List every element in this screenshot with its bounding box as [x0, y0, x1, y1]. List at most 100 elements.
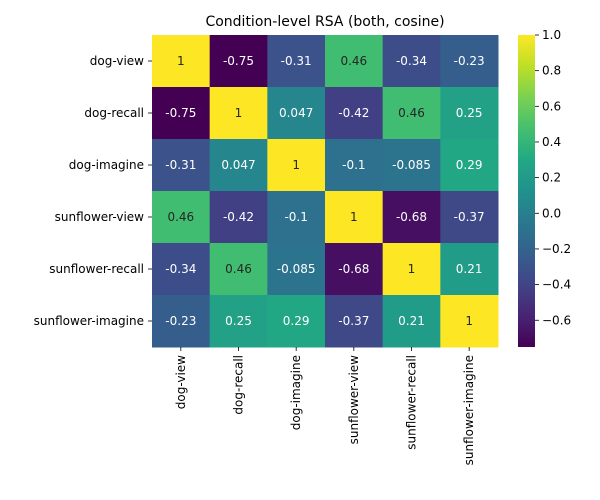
cell-value-label: -0.085 [277, 262, 316, 276]
heatmap-cell [267, 243, 326, 296]
chart-title: Condition-level RSA (both, cosine) [205, 14, 444, 30]
heatmap-cell [325, 35, 384, 88]
cell-value-label: 1 [408, 262, 416, 276]
heatmap-cell [382, 191, 441, 244]
cell-value-label: 0.46 [225, 262, 252, 276]
cell-value-label: -0.37 [454, 210, 485, 224]
heatmap-cell [209, 35, 268, 88]
heatmap-cell [267, 87, 326, 140]
cell-value-label: -0.23 [454, 54, 485, 68]
heatmap-cell [209, 87, 268, 140]
heatmap-cell [152, 35, 211, 88]
y-tick-label: dog-recall [84, 106, 144, 120]
cell-value-label: -0.1 [284, 210, 307, 224]
cell-value-label: -0.085 [392, 158, 431, 172]
heatmap-cell [325, 139, 384, 192]
cell-value-label: -0.75 [223, 54, 254, 68]
heatmap-cell [382, 139, 441, 192]
heatmap-cell [267, 139, 326, 192]
cell-value-label: 0.25 [456, 106, 483, 120]
heatmap-cell [267, 295, 326, 348]
cell-value-label: 0.46 [340, 54, 367, 68]
heatmap-cell [382, 35, 441, 88]
cell-value-label: 0.21 [456, 262, 483, 276]
cell-value-label: 0.29 [456, 158, 483, 172]
cell-value-label: -0.68 [338, 262, 369, 276]
cell-value-label: 1 [350, 210, 358, 224]
heatmap-cell [152, 139, 211, 192]
x-tick-label: sunflower-recall [405, 355, 419, 450]
heatmap-cells: 1 -0.75 -0.31 0.46 -0.34 -0.23 -0.75 1 0.047 -0.4… [152, 35, 499, 348]
cell-value-label: -0.34 [396, 54, 427, 68]
x-tick-labels: dog-view dog-recall dog-imagine sunflower-v… [174, 347, 476, 465]
heatmap-cell [440, 191, 499, 244]
x-tick-label: dog-view [174, 355, 188, 409]
heatmap-cell [325, 295, 384, 348]
cell-value-label: -0.31 [281, 54, 312, 68]
y-tick-label: sunflower-imagine [34, 314, 144, 328]
cell-value-label: -0.31 [165, 158, 196, 172]
cell-value-label: -0.1 [342, 158, 365, 172]
colorbar-tick-label: −0.6 [542, 313, 571, 327]
colorbar-tick-label: 0.2 [542, 171, 561, 185]
cell-value-label: -0.75 [165, 106, 196, 120]
heatmap-cell [440, 35, 499, 88]
cell-value-label: 1 [235, 106, 243, 120]
x-tick-label: sunflower-imagine [462, 355, 476, 465]
x-tick-label: sunflower-view [347, 355, 361, 445]
heatmap-cell [440, 243, 499, 296]
heatmap-cell [152, 191, 211, 244]
colorbar-tick-label: 0.0 [542, 206, 561, 220]
colorbar-tick-label: 0.8 [542, 64, 561, 78]
colorbar-tick-label: −0.2 [542, 242, 571, 256]
cell-value-label: -0.68 [396, 210, 427, 224]
x-tick-label: dog-imagine [289, 355, 303, 430]
cell-value-label: -0.37 [338, 314, 369, 328]
cell-value-label: -0.34 [165, 262, 196, 276]
cell-value-label: 0.46 [167, 210, 194, 224]
heatmap-cell [325, 191, 384, 244]
x-tick-label: dog-recall [232, 355, 246, 415]
y-tick-label: sunflower-view [55, 210, 145, 224]
cell-value-label: -0.42 [338, 106, 369, 120]
heatmap-cell [209, 295, 268, 348]
heatmap-cell [440, 139, 499, 192]
y-tick-label: dog-imagine [69, 158, 144, 172]
cell-value-label: 0.46 [398, 106, 425, 120]
heatmap-cell [325, 87, 384, 140]
cell-value-label: -0.23 [165, 314, 196, 328]
colorbar: 1.0 0.8 0.6 0.4 0.2 0.0 −0.2 −0.4 −0.6 [518, 28, 571, 347]
heatmap-cell [325, 243, 384, 296]
cell-value-label: -0.42 [223, 210, 254, 224]
colorbar-tick-label: 0.6 [542, 99, 561, 113]
cell-value-label: 0.21 [398, 314, 425, 328]
colorbar-tick-label: 0.4 [542, 135, 561, 149]
cell-value-label: 0.25 [225, 314, 252, 328]
cell-value-label: 1 [177, 54, 185, 68]
heatmap-cell [382, 243, 441, 296]
colorbar-tick-label: −0.4 [542, 278, 571, 292]
heatmap-cell [152, 295, 211, 348]
heatmap-cell [209, 191, 268, 244]
heatmap-cell [440, 87, 499, 140]
cell-value-label: 0.047 [221, 158, 255, 172]
heatmap-cell [267, 191, 326, 244]
colorbar-gradient [518, 35, 535, 347]
cell-value-label: 0.047 [279, 106, 313, 120]
heatmap-cell [209, 243, 268, 296]
heatmap-cell [267, 35, 326, 88]
heatmap-cell [209, 139, 268, 192]
heatmap-cell [152, 87, 211, 140]
heatmap-cell [152, 243, 211, 296]
y-tick-labels: dog-view dog-recall dog-imagine sunflower-v… [34, 54, 152, 328]
heatmap-cell [440, 295, 499, 348]
cell-value-label: 0.29 [283, 314, 310, 328]
cell-value-label: 1 [292, 158, 300, 172]
cell-value-label: 1 [465, 314, 473, 328]
y-tick-label: sunflower-recall [49, 262, 144, 276]
y-tick-label: dog-view [90, 54, 144, 68]
colorbar-tick-label: 1.0 [542, 28, 561, 42]
heatmap-cell [382, 87, 441, 140]
heatmap-cell [382, 295, 441, 348]
